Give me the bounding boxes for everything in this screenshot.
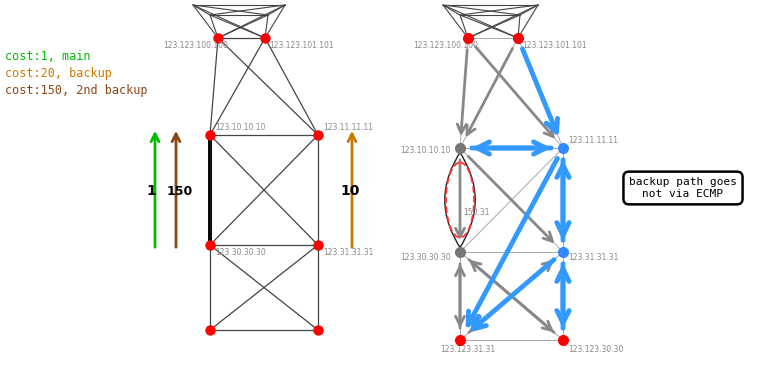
Text: 123.11.11.11: 123.11.11.11 bbox=[568, 136, 618, 145]
Text: 123.123.100.100: 123.123.100.100 bbox=[163, 41, 228, 50]
Text: 150: 150 bbox=[167, 185, 193, 198]
Text: 123.123.101.101: 123.123.101.101 bbox=[269, 41, 333, 50]
Text: 123.10.10.10: 123.10.10.10 bbox=[400, 146, 450, 155]
Text: 123.30.30.30: 123.30.30.30 bbox=[215, 248, 266, 257]
Text: 123.123.101.101: 123.123.101.101 bbox=[522, 41, 587, 50]
Text: 123.10.10.10: 123.10.10.10 bbox=[215, 123, 266, 132]
Text: cost:1, main: cost:1, main bbox=[5, 50, 91, 63]
Text: backup path goes
not via ECMP: backup path goes not via ECMP bbox=[629, 177, 737, 199]
Text: 123.123.31.31: 123.123.31.31 bbox=[440, 345, 495, 354]
Text: 123.31.31.31: 123.31.31.31 bbox=[323, 248, 373, 257]
Text: 123.31.31.31: 123.31.31.31 bbox=[568, 253, 618, 262]
Text: 123.123.30.30: 123.123.30.30 bbox=[568, 345, 624, 354]
Text: cost:20, backup: cost:20, backup bbox=[5, 67, 112, 80]
Text: cost:150, 2nd backup: cost:150, 2nd backup bbox=[5, 84, 148, 97]
Text: 10: 10 bbox=[340, 184, 360, 198]
Text: 1: 1 bbox=[146, 184, 156, 198]
Text: 123.11.11.11: 123.11.11.11 bbox=[323, 123, 373, 132]
Text: 150.31: 150.31 bbox=[463, 208, 490, 217]
Text: 123.30.30.30: 123.30.30.30 bbox=[400, 253, 450, 262]
Text: 123.123.100.100: 123.123.100.100 bbox=[413, 41, 478, 50]
